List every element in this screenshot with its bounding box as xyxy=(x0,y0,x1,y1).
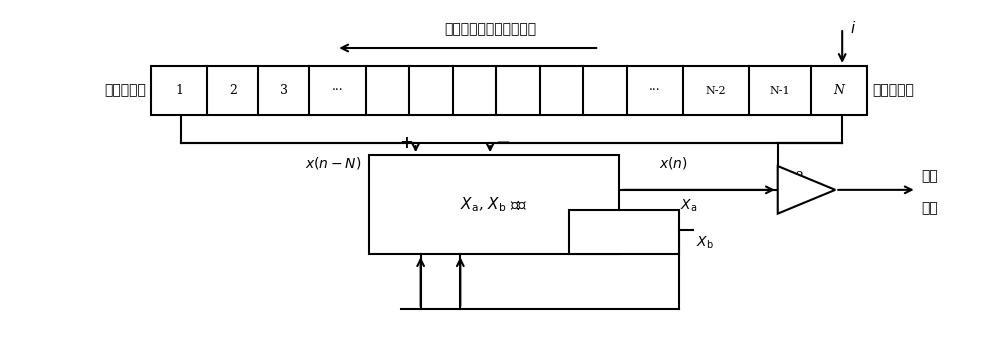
Polygon shape xyxy=(778,166,835,214)
Text: N-2: N-2 xyxy=(706,86,726,96)
Text: +: + xyxy=(399,134,413,152)
Bar xyxy=(151,66,867,116)
Text: N: N xyxy=(833,84,844,97)
Text: $x(n)$: $x(n)$ xyxy=(659,155,688,171)
Text: 1: 1 xyxy=(175,84,183,97)
Text: N: N xyxy=(794,192,805,205)
Bar xyxy=(369,155,619,254)
Text: $X_\mathrm{a}$, $X_\mathrm{b}$ 方程: $X_\mathrm{a}$, $X_\mathrm{b}$ 方程 xyxy=(460,196,528,214)
Text: 2: 2 xyxy=(229,84,237,97)
Text: −: − xyxy=(495,134,510,152)
Text: 最新的数据: 最新的数据 xyxy=(872,84,914,98)
Text: 2: 2 xyxy=(796,171,804,184)
Text: N-1: N-1 xyxy=(770,86,790,96)
Text: $X_\mathrm{a}$: $X_\mathrm{a}$ xyxy=(680,198,697,214)
Text: $x(n-N)$: $x(n-N)$ xyxy=(305,155,361,171)
Text: 最早的数据: 最早的数据 xyxy=(104,84,146,98)
Text: ···: ··· xyxy=(649,84,661,97)
Text: 基波: 基波 xyxy=(922,201,938,215)
Text: $i$: $i$ xyxy=(850,20,856,36)
Text: ···: ··· xyxy=(332,84,343,97)
Text: 3: 3 xyxy=(280,84,288,97)
Bar xyxy=(569,210,679,254)
Text: $X_\mathrm{b}$: $X_\mathrm{b}$ xyxy=(696,235,714,251)
Text: 输出: 输出 xyxy=(922,169,938,183)
Text: 滑动循环的数据存储地址: 滑动循环的数据存储地址 xyxy=(444,22,536,36)
